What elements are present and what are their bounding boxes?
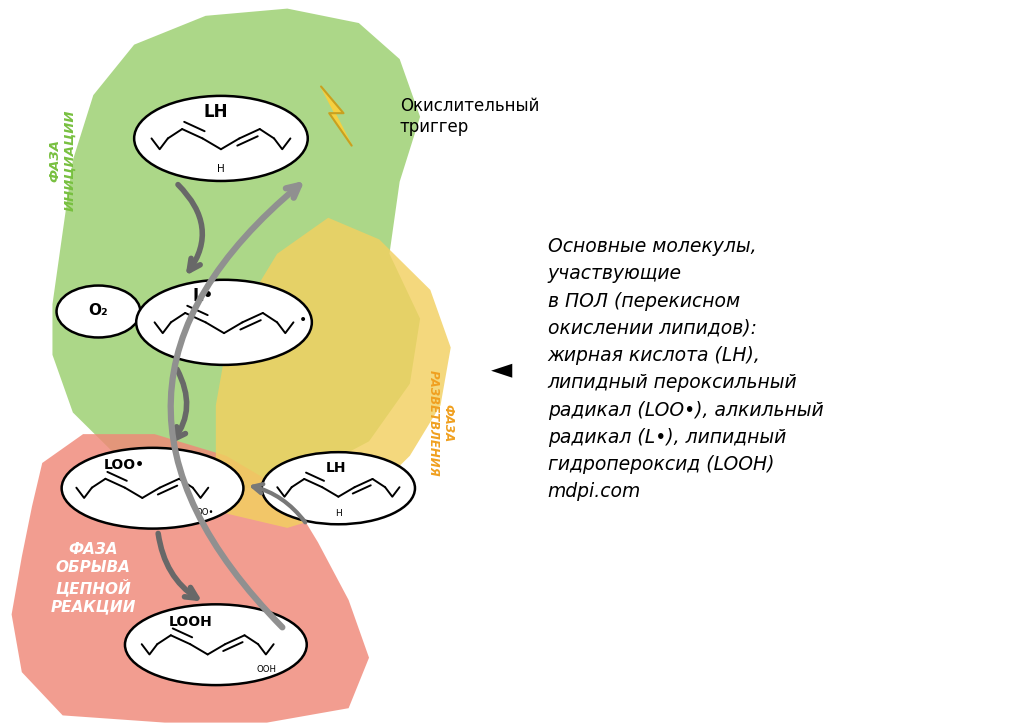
Text: ◄: ◄: [492, 355, 512, 383]
Text: OO•: OO•: [196, 508, 214, 517]
Text: LH: LH: [326, 461, 346, 475]
Text: O₂: O₂: [89, 303, 109, 318]
Ellipse shape: [125, 605, 307, 685]
Text: LOO•: LOO•: [103, 458, 144, 472]
Ellipse shape: [134, 96, 308, 181]
Text: LH: LH: [204, 104, 228, 122]
Text: Окислительный
триггер: Окислительный триггер: [399, 98, 539, 136]
Text: ФАЗА
РАЗВЕТВЛЕНИЯ: ФАЗА РАЗВЕТВЛЕНИЯ: [427, 370, 454, 476]
Text: ФАЗА
ИНИЦИАЦИИ: ФАЗА ИНИЦИАЦИИ: [49, 109, 77, 211]
Ellipse shape: [56, 285, 140, 337]
Polygon shape: [322, 86, 351, 146]
Text: OOH: OOH: [256, 665, 276, 674]
Text: ФАЗА
ОБРЫВА
ЦЕПНОЙ
РЕАКЦИИ: ФАЗА ОБРЫВА ЦЕПНОЙ РЕАКЦИИ: [50, 542, 136, 615]
Polygon shape: [52, 9, 420, 492]
Ellipse shape: [262, 452, 415, 524]
Text: L•: L•: [193, 287, 214, 306]
Polygon shape: [11, 434, 369, 723]
Ellipse shape: [136, 279, 312, 365]
Ellipse shape: [61, 448, 244, 529]
Text: LOOH: LOOH: [168, 615, 212, 628]
Text: Основные молекулы,
участвующие
в ПОЛ (перекисном
окислении липидов):
жирная кисл: Основные молекулы, участвующие в ПОЛ (пе…: [548, 237, 823, 501]
Polygon shape: [216, 218, 451, 528]
Text: •: •: [299, 313, 307, 327]
Text: H: H: [335, 510, 342, 518]
Text: H: H: [217, 164, 225, 174]
